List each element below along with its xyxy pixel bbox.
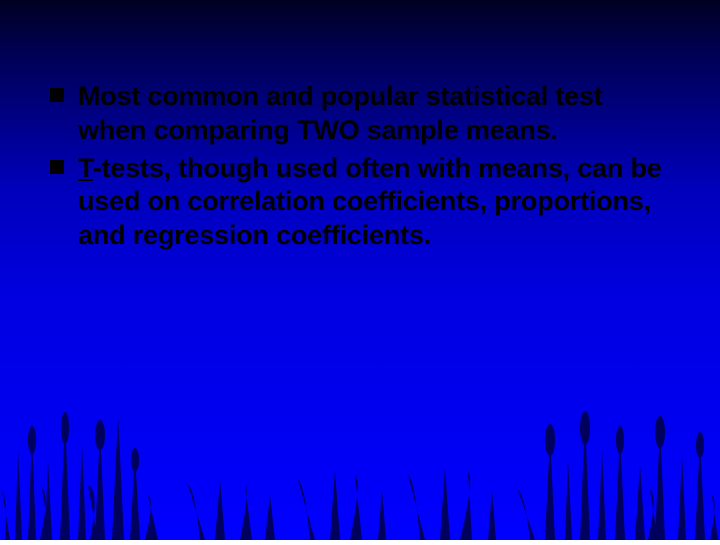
decorative-vegetation <box>0 340 720 540</box>
underlined-text: T <box>78 153 93 183</box>
list-item: Most common and popular statistical test… <box>50 80 670 148</box>
bullet-text: Most common and popular statistical test… <box>78 80 670 148</box>
square-bullet-icon <box>50 88 64 102</box>
remaining-text: -tests, though used often with means, ca… <box>78 153 662 251</box>
slide-container: Most common and popular statistical test… <box>0 0 720 540</box>
square-bullet-icon <box>50 160 64 174</box>
bullet-list: Most common and popular statistical test… <box>50 80 670 253</box>
content-area: Most common and popular statistical test… <box>50 80 670 253</box>
bullet-text: T-tests, though used often with means, c… <box>78 152 670 253</box>
list-item: T-tests, though used often with means, c… <box>50 152 670 253</box>
